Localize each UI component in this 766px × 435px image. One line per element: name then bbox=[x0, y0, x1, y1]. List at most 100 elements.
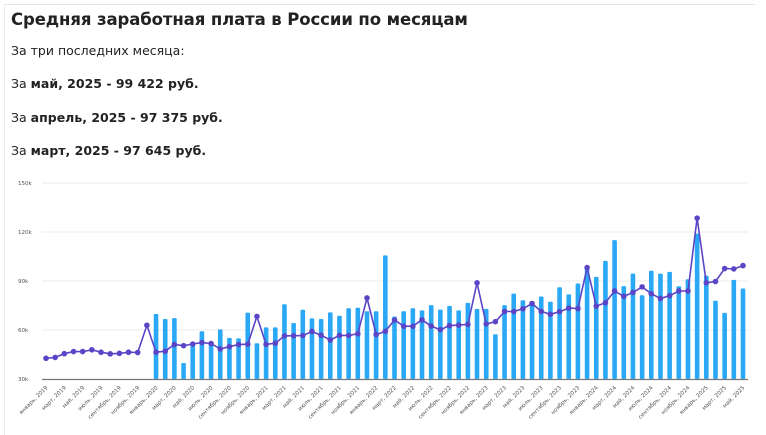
data-point[interactable] bbox=[208, 340, 214, 347]
data-point[interactable] bbox=[602, 299, 609, 306]
data-point[interactable] bbox=[721, 265, 728, 272]
data-point[interactable] bbox=[676, 288, 682, 294]
bar[interactable] bbox=[328, 312, 333, 379]
bar[interactable] bbox=[401, 311, 406, 379]
data-point[interactable] bbox=[685, 288, 691, 294]
data-point[interactable] bbox=[299, 332, 306, 339]
bar[interactable] bbox=[740, 288, 746, 379]
data-point[interactable] bbox=[712, 278, 719, 285]
data-point[interactable] bbox=[70, 348, 77, 355]
bar[interactable] bbox=[199, 331, 205, 379]
bar[interactable] bbox=[236, 338, 241, 379]
bar[interactable] bbox=[217, 329, 223, 379]
bar[interactable] bbox=[603, 260, 608, 379]
data-point[interactable] bbox=[474, 279, 480, 286]
data-point[interactable] bbox=[492, 318, 499, 325]
bar[interactable] bbox=[282, 304, 287, 379]
bar[interactable] bbox=[639, 295, 645, 379]
data-point[interactable] bbox=[43, 355, 49, 362]
data-point[interactable] bbox=[199, 339, 205, 346]
bar[interactable] bbox=[438, 309, 443, 379]
bar[interactable] bbox=[511, 293, 517, 379]
data-point[interactable] bbox=[180, 342, 187, 349]
data-point[interactable] bbox=[529, 300, 535, 307]
data-point[interactable] bbox=[226, 343, 233, 350]
data-point[interactable] bbox=[79, 348, 86, 355]
data-point[interactable] bbox=[419, 317, 425, 323]
data-point[interactable] bbox=[281, 333, 288, 339]
bar[interactable] bbox=[474, 308, 480, 379]
data-point[interactable] bbox=[538, 308, 545, 315]
data-point[interactable] bbox=[584, 264, 590, 271]
data-point[interactable] bbox=[565, 305, 572, 311]
data-point[interactable] bbox=[318, 332, 324, 339]
bar[interactable] bbox=[318, 319, 324, 379]
bar[interactable] bbox=[300, 309, 306, 379]
data-point[interactable] bbox=[52, 354, 58, 361]
data-point[interactable] bbox=[134, 349, 141, 356]
data-point[interactable] bbox=[428, 323, 434, 329]
data-point[interactable] bbox=[400, 323, 407, 330]
data-point[interactable] bbox=[547, 311, 554, 318]
bar[interactable] bbox=[493, 334, 498, 379]
data-point[interactable] bbox=[107, 351, 113, 357]
data-point[interactable] bbox=[437, 326, 444, 333]
data-point[interactable] bbox=[446, 322, 453, 329]
data-point[interactable] bbox=[263, 341, 269, 348]
data-point[interactable] bbox=[382, 328, 389, 335]
data-point[interactable] bbox=[364, 295, 370, 301]
bar[interactable] bbox=[557, 287, 562, 379]
bar[interactable] bbox=[419, 310, 425, 379]
bar[interactable] bbox=[392, 316, 397, 379]
bar[interactable] bbox=[713, 300, 718, 379]
data-point[interactable] bbox=[694, 215, 700, 221]
data-point[interactable] bbox=[455, 322, 462, 328]
data-point[interactable] bbox=[272, 340, 279, 347]
data-point[interactable] bbox=[345, 332, 352, 339]
data-point[interactable] bbox=[217, 346, 224, 352]
data-point[interactable] bbox=[391, 317, 398, 323]
data-point[interactable] bbox=[235, 341, 242, 348]
bar[interactable] bbox=[172, 318, 177, 379]
data-point[interactable] bbox=[657, 295, 664, 302]
bar[interactable] bbox=[153, 313, 159, 379]
data-point[interactable] bbox=[575, 305, 581, 312]
bar[interactable] bbox=[566, 294, 572, 379]
bar[interactable] bbox=[520, 300, 526, 379]
data-point[interactable] bbox=[648, 290, 655, 297]
bar[interactable] bbox=[694, 233, 700, 379]
data-point[interactable] bbox=[171, 341, 178, 348]
data-point[interactable] bbox=[740, 262, 746, 269]
bar[interactable] bbox=[190, 343, 196, 379]
data-point[interactable] bbox=[620, 293, 627, 300]
bar[interactable] bbox=[291, 322, 296, 379]
bar[interactable] bbox=[648, 270, 654, 379]
bar[interactable] bbox=[373, 311, 379, 379]
bar[interactable] bbox=[593, 276, 599, 379]
bar[interactable] bbox=[704, 275, 709, 379]
bar[interactable] bbox=[538, 296, 544, 379]
bar[interactable] bbox=[309, 318, 315, 379]
bar[interactable] bbox=[383, 255, 388, 379]
data-point[interactable] bbox=[611, 288, 618, 294]
bar[interactable] bbox=[658, 273, 663, 379]
data-point[interactable] bbox=[373, 331, 379, 338]
bar[interactable] bbox=[263, 327, 269, 379]
bar[interactable] bbox=[584, 268, 590, 379]
data-point[interactable] bbox=[465, 321, 471, 328]
bar[interactable] bbox=[208, 341, 214, 379]
data-point[interactable] bbox=[116, 350, 123, 357]
data-point[interactable] bbox=[630, 289, 636, 296]
bar[interactable] bbox=[364, 311, 370, 379]
bar[interactable] bbox=[272, 327, 278, 379]
data-point[interactable] bbox=[290, 332, 297, 339]
data-point[interactable] bbox=[355, 330, 361, 337]
bar[interactable] bbox=[731, 279, 737, 379]
bar[interactable] bbox=[447, 305, 452, 379]
bar[interactable] bbox=[502, 305, 507, 379]
bar[interactable] bbox=[428, 305, 434, 379]
data-point[interactable] bbox=[61, 350, 68, 357]
bar[interactable] bbox=[337, 315, 342, 379]
bar[interactable] bbox=[667, 271, 672, 379]
data-point[interactable] bbox=[144, 322, 150, 329]
